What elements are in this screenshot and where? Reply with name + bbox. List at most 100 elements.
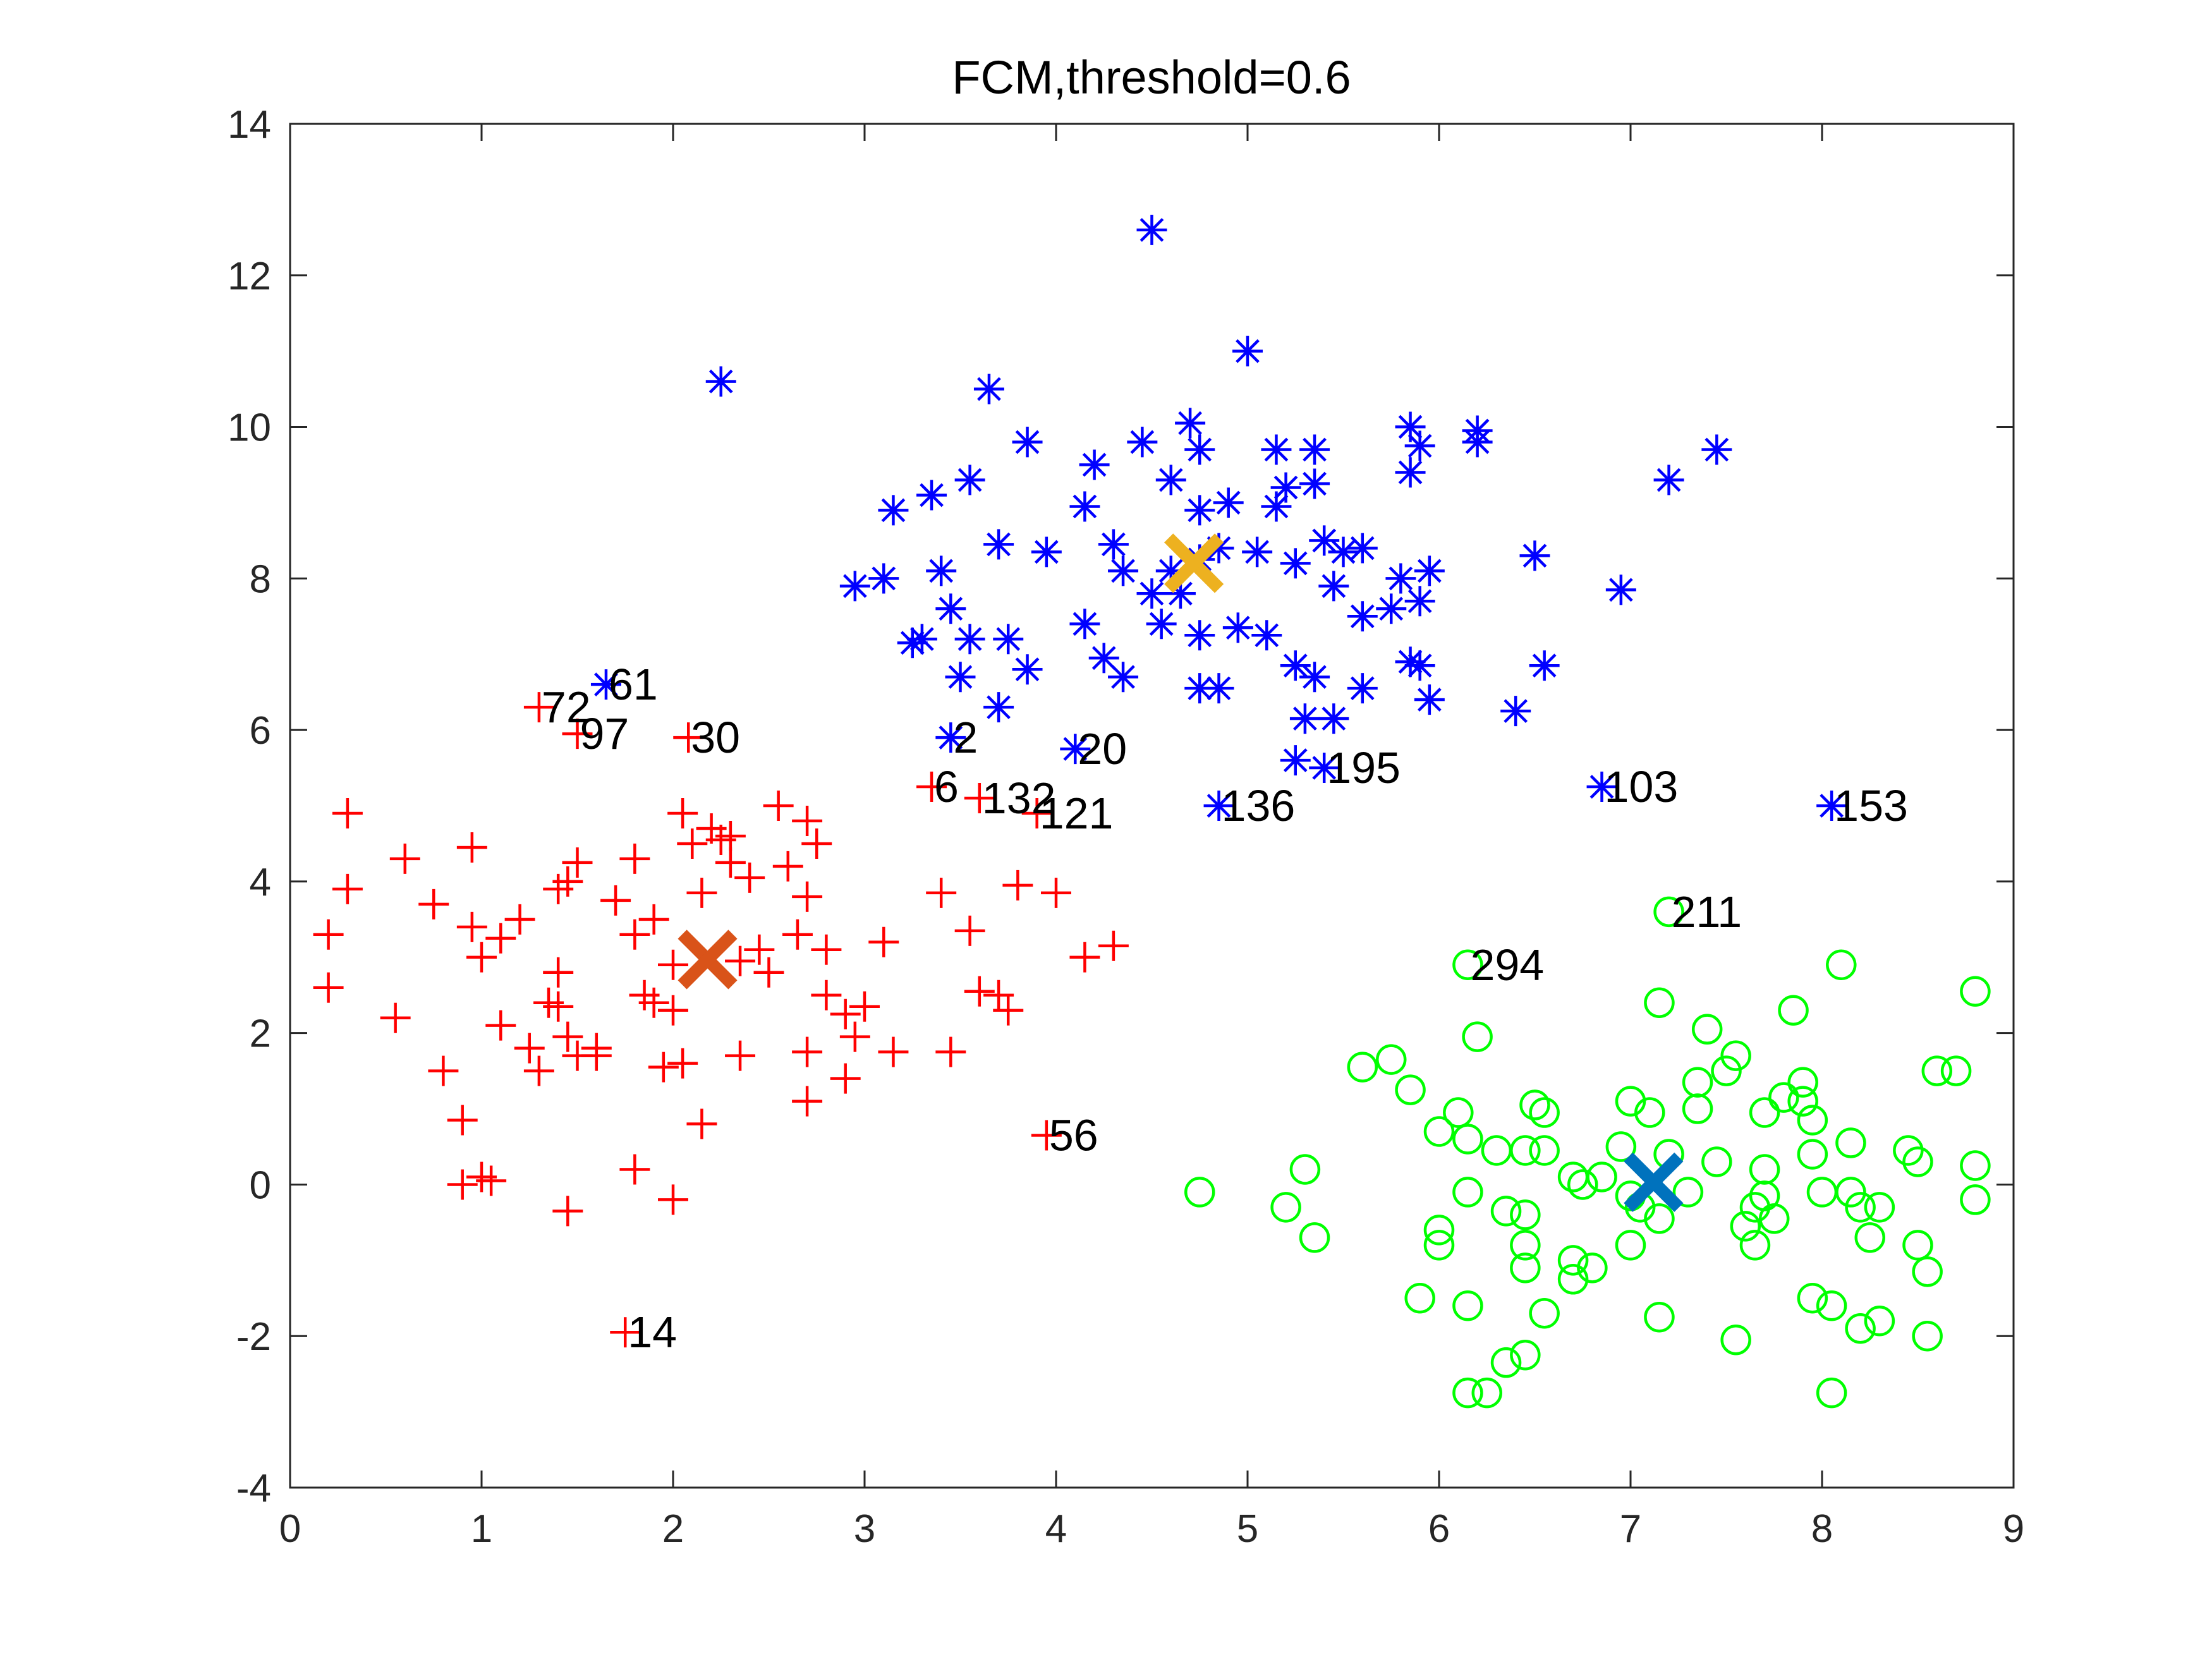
circle-marker xyxy=(1902,1146,1933,1177)
ast-d2 xyxy=(1063,737,1088,761)
y-tick-label: 4 xyxy=(250,861,271,904)
plus-marker xyxy=(763,791,794,821)
ast-d2 xyxy=(957,468,982,492)
ast-d2 xyxy=(1331,540,1356,564)
asterisk-marker xyxy=(906,624,937,655)
asterisk-marker xyxy=(1701,434,1732,465)
circle-marker xyxy=(1510,1135,1541,1166)
ast-d2 xyxy=(1091,646,1116,670)
plus-marker xyxy=(830,1063,861,1094)
circle-marker xyxy=(1577,1253,1608,1283)
ast-d2 xyxy=(1149,612,1174,636)
plus-marker xyxy=(935,1036,966,1067)
circle-marker xyxy=(1759,1203,1790,1234)
point-label: 136 xyxy=(1222,781,1296,830)
point-label: 132 xyxy=(982,773,1056,823)
point-label: 211 xyxy=(1672,887,1742,937)
circle-marker xyxy=(1864,1192,1895,1223)
asterisk-marker xyxy=(1232,336,1263,367)
plus-marker xyxy=(1041,877,1071,908)
x-tick-label: 5 xyxy=(1237,1507,1258,1551)
asterisk-marker xyxy=(1069,609,1100,640)
ast-d2 xyxy=(1407,653,1432,678)
ast-d2 xyxy=(1188,498,1212,523)
plus-marker xyxy=(916,772,947,803)
asterisk-marker xyxy=(1404,430,1435,461)
circle-marker xyxy=(1615,1230,1646,1261)
center-d2 xyxy=(1164,533,1224,593)
circle-marker xyxy=(1787,1067,1818,1098)
plus-marker xyxy=(581,1040,612,1071)
point-label: 153 xyxy=(1834,781,1908,830)
ast-d2 xyxy=(1206,536,1231,561)
y-tick-label: 10 xyxy=(228,406,271,450)
asterisk-marker xyxy=(1060,734,1091,765)
circle-marker xyxy=(1452,1177,1483,1208)
plus-marker xyxy=(485,1010,516,1041)
x-tick-label: 4 xyxy=(1045,1507,1067,1551)
ast-d2 xyxy=(1169,581,1193,606)
asterisk-marker xyxy=(1270,472,1301,503)
ast-d2 xyxy=(1504,699,1528,724)
circle-marker xyxy=(1845,1313,1876,1344)
circle-marker xyxy=(1423,1116,1455,1147)
circle-marker xyxy=(1653,896,1684,928)
circle-marker xyxy=(1471,1377,1502,1409)
asterisk-marker xyxy=(1289,703,1320,734)
circle-marker xyxy=(1960,1184,1991,1215)
asterisk-marker xyxy=(1328,537,1359,567)
center-d2 xyxy=(1624,1152,1684,1212)
circle-marker xyxy=(1960,1150,1991,1181)
asterisk-marker xyxy=(868,563,899,594)
ast-d2 xyxy=(1158,559,1183,583)
ast-d2 xyxy=(1407,589,1432,614)
point-label: 72 xyxy=(542,682,591,732)
ast-d2 xyxy=(1102,532,1126,557)
plus-marker xyxy=(658,949,688,980)
asterisk-marker xyxy=(1299,662,1330,693)
plus-marker xyxy=(839,1021,870,1052)
plus-marker xyxy=(1021,798,1052,828)
plus-marker xyxy=(715,847,746,878)
plus-marker xyxy=(667,1048,698,1079)
asterisk-marker xyxy=(1012,654,1043,685)
circle-marker xyxy=(1816,1290,1847,1321)
plus-marker xyxy=(792,881,823,912)
ast-d2 xyxy=(1589,775,1614,799)
circle-marker xyxy=(1443,1097,1474,1128)
asterisk-marker xyxy=(973,373,1004,404)
ast-d2 xyxy=(1322,707,1346,731)
plus-marker xyxy=(667,798,698,828)
plus-marker xyxy=(753,957,784,988)
plus-marker xyxy=(638,904,669,935)
asterisk-marker xyxy=(983,529,1014,560)
circle-marker xyxy=(1557,1264,1589,1295)
ast-d2 xyxy=(842,574,867,598)
circle-marker xyxy=(1289,1154,1321,1185)
x-tick-label: 9 xyxy=(2003,1507,2024,1551)
ast-d2 xyxy=(1188,623,1212,648)
ast-d2 xyxy=(1082,452,1107,477)
ast-d2 xyxy=(1255,623,1279,648)
ast-d2 xyxy=(594,672,618,697)
plus-marker xyxy=(600,885,631,916)
plus-marker xyxy=(485,923,516,954)
asterisk-marker xyxy=(954,464,985,495)
circle-marker xyxy=(1557,1245,1589,1276)
asterisk-marker xyxy=(878,495,909,526)
plus-marker xyxy=(686,877,717,908)
circle-marker xyxy=(1864,1305,1895,1337)
plus-marker xyxy=(792,1036,823,1067)
point-label: 30 xyxy=(691,713,740,762)
circle-marker xyxy=(1270,1192,1301,1223)
asterisk-marker xyxy=(1031,537,1062,567)
circle-marker xyxy=(1644,1302,1675,1333)
plus-marker xyxy=(849,991,880,1022)
y-tick-label: -4 xyxy=(236,1467,271,1510)
plus-marker xyxy=(772,851,803,882)
plus-marker xyxy=(648,1052,679,1083)
ast-d2 xyxy=(929,559,954,583)
plus-marker xyxy=(619,919,650,950)
asterisk-marker xyxy=(935,722,966,753)
